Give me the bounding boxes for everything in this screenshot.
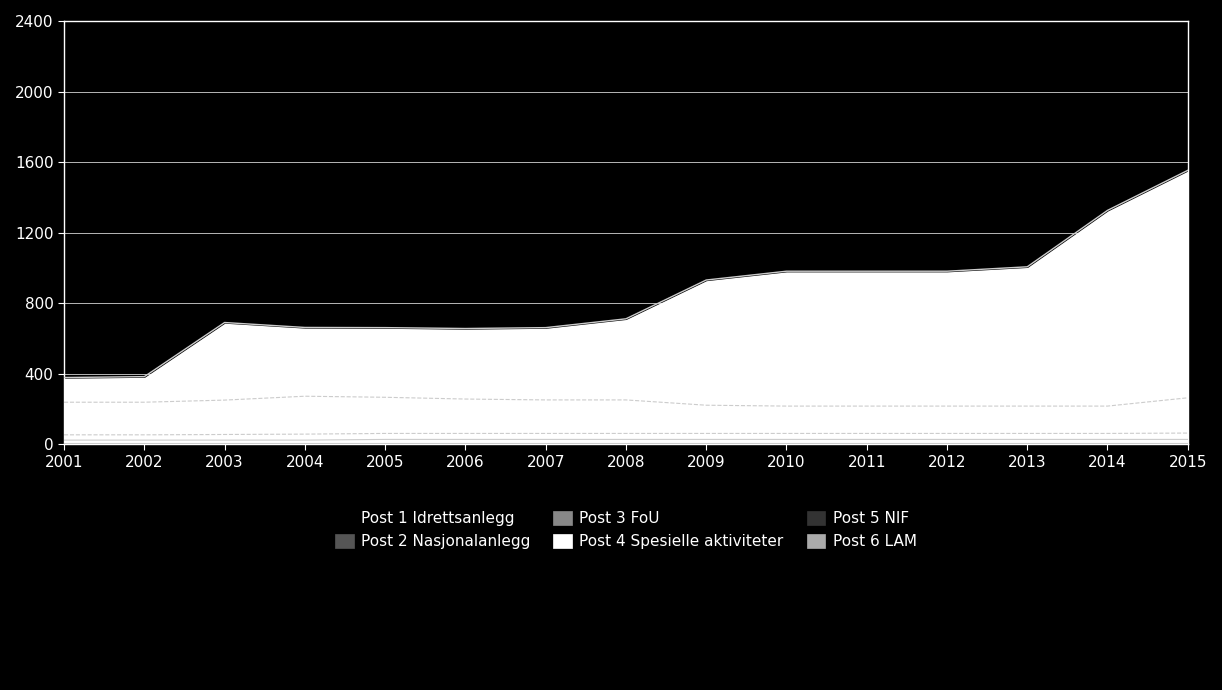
Legend: Post 1 Idrettsanlegg, Post 2 Nasjonalanlegg, Post 3 FoU, Post 4 Spesielle aktivi: Post 1 Idrettsanlegg, Post 2 Nasjonalanl… [329,505,923,555]
